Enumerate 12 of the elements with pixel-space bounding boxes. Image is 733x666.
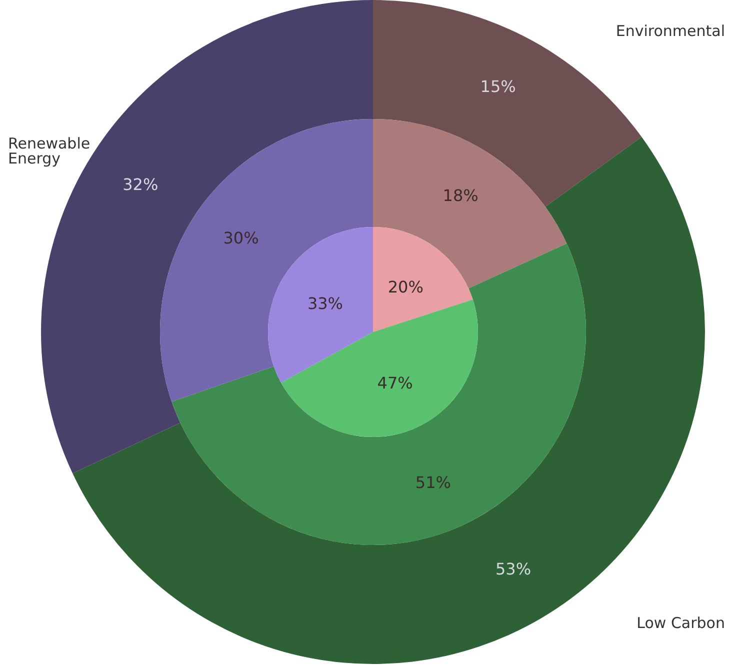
slice-label: Renewable Energy	[8, 134, 95, 168]
data-label: 51%	[415, 472, 451, 492]
data-label: 20%	[388, 278, 424, 297]
data-label: 33%	[307, 294, 344, 314]
data-label: 47%	[377, 373, 413, 392]
data-label: 53%	[495, 560, 532, 579]
data-label: 32%	[122, 174, 158, 194]
data-label: 18%	[442, 186, 478, 206]
data-label: 30%	[223, 228, 259, 248]
data-label: 15%	[480, 77, 516, 96]
slice-label: Environmental	[616, 22, 725, 40]
slice-label: Low Carbon	[636, 614, 725, 632]
